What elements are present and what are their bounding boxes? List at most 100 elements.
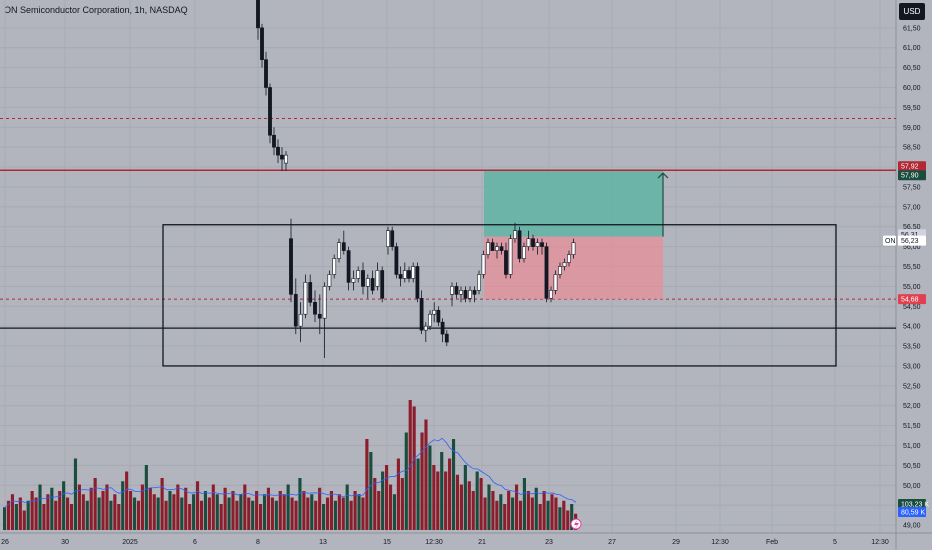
x-tick-label: 6 <box>193 539 197 546</box>
candle <box>398 274 403 279</box>
volume-bar <box>518 500 523 530</box>
volume-bar <box>538 504 542 530</box>
candle <box>472 290 477 295</box>
volume-bar <box>140 484 144 530</box>
target-zone[interactable] <box>484 171 663 237</box>
candle <box>540 242 544 247</box>
symbol-tag-label: ON <box>885 238 896 245</box>
candle <box>260 27 264 60</box>
volume-bar <box>176 484 180 530</box>
volume-bar <box>199 500 204 530</box>
y-tick-label: 56,50 <box>903 224 921 231</box>
price-tag-vol1 <box>898 499 926 509</box>
volume-bar <box>444 471 448 530</box>
x-tick-label: 26 <box>1 539 9 546</box>
volume-bar <box>455 474 460 530</box>
candle <box>313 301 317 315</box>
volume-bar <box>262 494 267 530</box>
candle <box>322 286 327 319</box>
volume-bar <box>459 484 463 530</box>
volume-bar <box>345 484 349 530</box>
volume-bar <box>306 497 310 530</box>
volume-bar <box>195 481 200 530</box>
volume-bar <box>349 500 353 530</box>
volume-bar <box>215 494 219 530</box>
candle <box>332 258 337 275</box>
volume-bar <box>258 504 263 530</box>
volume-bar <box>81 494 85 530</box>
volume-bar <box>239 494 243 530</box>
candle <box>486 242 490 255</box>
currency-button[interactable]: USD <box>899 3 925 20</box>
candle <box>337 242 341 259</box>
volume-bar <box>42 504 46 530</box>
candle <box>531 238 535 247</box>
volume-bar <box>357 494 361 530</box>
candle <box>463 290 468 299</box>
x-tick-label: 12:30 <box>871 539 889 546</box>
target-arrow <box>657 172 669 237</box>
candle <box>495 246 499 251</box>
volume-bar <box>392 494 397 530</box>
volume-bar <box>207 497 211 530</box>
volume-bar <box>266 487 271 530</box>
volume-bar <box>282 494 286 530</box>
volume-bar <box>318 487 322 530</box>
candle <box>370 278 375 291</box>
volume-bar <box>514 484 519 530</box>
price-tag-vol2 <box>898 507 926 517</box>
y-tick-label: 57,50 <box>903 184 921 191</box>
volume-bar <box>172 494 176 530</box>
lightning-icon-glyph <box>574 520 579 529</box>
volume-bar <box>412 406 416 530</box>
x-tick-label: Feb <box>766 539 778 546</box>
volume-bar <box>471 491 475 530</box>
range-box[interactable] <box>162 224 837 367</box>
candle <box>440 321 445 335</box>
price-tag-label: 80,59 K <box>901 510 925 517</box>
y-tick-label: 50,50 <box>903 463 921 470</box>
volume-bar <box>495 500 499 530</box>
volume-bar <box>97 497 101 530</box>
volume-bar <box>483 497 487 530</box>
volume-bar <box>507 491 511 530</box>
volume-bar <box>219 504 223 530</box>
volume-bar <box>479 478 483 530</box>
candle <box>571 242 576 255</box>
volume-bar <box>144 465 148 530</box>
candle <box>544 246 549 299</box>
candle <box>459 290 463 295</box>
volume-bar <box>113 494 117 530</box>
volume-bar <box>77 484 81 530</box>
volume-bar <box>235 500 239 530</box>
y-tick-label: 59,00 <box>903 125 921 132</box>
y-tick-label: 49,00 <box>903 523 921 530</box>
candle <box>504 250 508 275</box>
volume-bar <box>562 500 566 530</box>
volume-bar <box>302 491 306 530</box>
price-tag-label: 57,90 <box>901 173 919 180</box>
price-tag-stop <box>898 294 926 305</box>
volume-bar <box>152 494 156 530</box>
price-tag-green-top <box>898 170 926 181</box>
candle <box>402 270 407 279</box>
candle <box>526 238 531 247</box>
volume-bar <box>227 497 231 530</box>
volume-bar <box>136 500 141 530</box>
volume-bar <box>18 497 22 530</box>
x-tick-label: 29 <box>672 539 680 546</box>
volume-bar <box>416 458 420 530</box>
volume-bar <box>353 491 357 530</box>
chart-title: ON Semiconductor Corporation, 1h, NASDAQ <box>4 5 188 15</box>
y-tick-label: 55,50 <box>903 264 921 271</box>
y-tick-label: 55,00 <box>903 284 921 291</box>
volume-bar <box>542 491 546 530</box>
y-tick-label: 60,50 <box>903 65 921 72</box>
candle <box>553 274 558 291</box>
x-tick-label: 2025 <box>122 539 138 546</box>
volume-bar <box>329 491 334 530</box>
volume-bar <box>322 504 326 530</box>
volume-bar <box>400 478 404 530</box>
volume-ma-line <box>4 437 577 508</box>
